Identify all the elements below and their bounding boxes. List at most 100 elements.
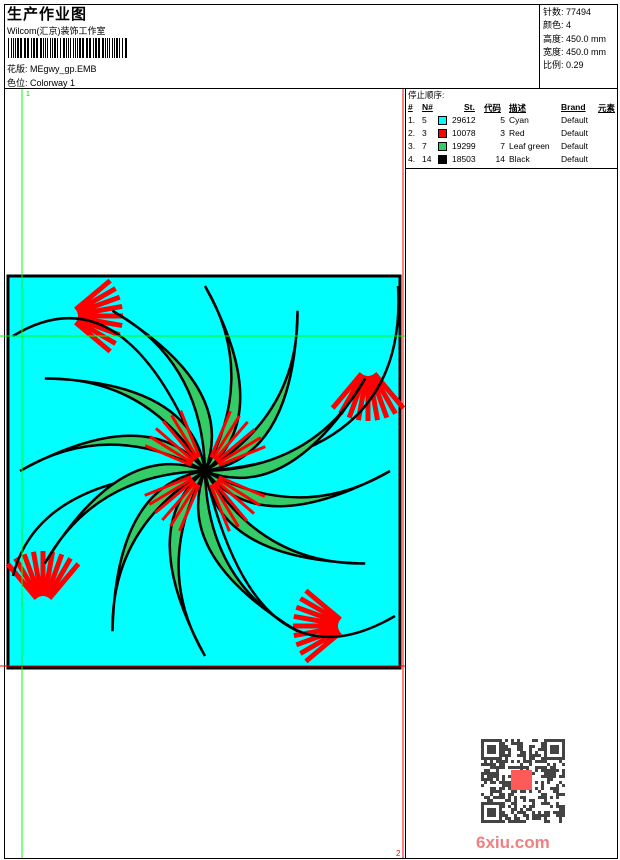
green-blade <box>111 309 214 472</box>
green-blade <box>204 469 391 508</box>
design-info: 针数: 77494 颜色: 4 高度: 450.0 mm 宽度: 450.0 m… <box>539 4 618 89</box>
color-row: 1. 5 29612 5 Cyan Default <box>408 115 618 128</box>
design-scale: 比例: 0.29 <box>543 60 584 71</box>
row-code: 5 <box>500 115 505 125</box>
col-brand: Brand <box>561 102 586 112</box>
row-brand: Default <box>561 141 588 151</box>
red-stripe <box>293 613 339 627</box>
red-stripe <box>45 557 73 599</box>
red-stripe <box>293 625 339 639</box>
color-count: 颜色: 4 <box>543 20 572 31</box>
col-code: 代码 <box>484 103 502 113</box>
row-stitches: 29612 <box>452 115 476 125</box>
design-label: 花版: <box>7 64 28 74</box>
inner-red-stripe <box>218 445 266 467</box>
row-stitches: 18503 <box>452 154 476 164</box>
inner-red-stripe <box>161 481 197 522</box>
row-index: 1. <box>408 115 416 125</box>
red-stripe <box>74 320 112 354</box>
design-value: MEgwy_gp.EMB <box>30 64 97 74</box>
inner-red-stripe <box>209 484 231 532</box>
col-index: # <box>408 102 413 112</box>
stop-sequence-panel: 停止顺序: # N# St. 代码 描述 Brand 元素 1. 5 29612… <box>405 89 618 169</box>
inner-red-stripe <box>148 477 193 506</box>
col-description: 描述 <box>509 103 527 113</box>
right-panel-blank <box>405 169 618 859</box>
red-stripe <box>372 372 406 410</box>
inner-red-stripe <box>154 427 195 463</box>
col-stitches: St. <box>464 102 475 112</box>
col-element: 元素 <box>598 103 616 113</box>
row-needle: 5 <box>422 115 427 125</box>
inner-red-stripe <box>217 436 262 465</box>
red-stripe <box>44 553 65 598</box>
green-blade <box>19 434 206 473</box>
inner-red-stripe <box>170 414 199 459</box>
inner-red-stripe <box>211 483 240 528</box>
inner-red-stripe <box>178 484 201 532</box>
red-stripe <box>299 628 341 656</box>
green-blade <box>168 470 207 657</box>
red-stripe <box>369 374 390 419</box>
red-stripe <box>338 373 366 415</box>
red-stripe <box>47 562 81 600</box>
qr-code <box>481 739 565 823</box>
row-description: Cyan <box>509 115 529 125</box>
green-blade <box>204 377 367 480</box>
inner-red-stripe <box>144 475 192 497</box>
red-stripe <box>370 373 398 415</box>
red-stripe <box>21 553 42 598</box>
design-height: 高度: 450.0 mm <box>543 33 607 44</box>
inner-red-stripe <box>144 444 192 467</box>
watermark-seal <box>511 770 532 790</box>
colorway-label: 色位: <box>7 78 28 88</box>
inner-red-stripe <box>218 475 266 498</box>
row-index: 2. <box>408 128 416 138</box>
green-blade <box>203 285 242 472</box>
row-code: 3 <box>500 128 505 138</box>
design-file: 花版: MEgwy_gp.EMB <box>7 62 97 75</box>
row-needle: 7 <box>422 141 427 151</box>
stitch-count: 针数: 77494 <box>543 7 592 17</box>
inner-red-stripe <box>154 479 195 514</box>
inner-red-stripe <box>213 420 249 461</box>
row-description: Red <box>509 128 525 138</box>
red-stripe <box>13 557 41 599</box>
red-stripe <box>304 588 342 622</box>
row-index: 4. <box>408 154 416 164</box>
row-description: Black <box>509 154 530 164</box>
color-row: 2. 3 10078 3 Red Default <box>408 128 618 141</box>
page-title: 生产作业图 <box>7 6 88 23</box>
color-swatch <box>438 129 447 138</box>
red-stripe <box>75 318 117 346</box>
row-brand: Default <box>561 115 588 125</box>
inner-red-stripe <box>215 428 256 463</box>
row-description: Leaf green <box>509 141 550 151</box>
row-needle: 14 <box>422 154 432 164</box>
header <box>4 4 618 89</box>
inner-red-stripe <box>215 479 256 515</box>
col-needle: N# <box>422 102 433 112</box>
row-needle: 3 <box>422 128 427 138</box>
red-stripe <box>75 286 117 314</box>
inner-red-stripe <box>179 410 201 458</box>
red-stripe <box>76 294 121 315</box>
design-center <box>200 466 210 476</box>
barcode <box>8 38 128 58</box>
row-stitches: 19299 <box>452 141 476 151</box>
inner-red-stripe <box>211 415 241 460</box>
company-name: Wilcom(汇京)装饰工作室 <box>7 26 106 36</box>
marker-red: 2 <box>396 849 401 858</box>
row-code: 14 <box>495 154 505 164</box>
green-blade <box>43 462 206 565</box>
red-stripe <box>30 551 44 597</box>
stop-sequence-title: 停止顺序: <box>408 90 445 100</box>
color-row: 3. 7 19299 7 Leaf green Default <box>408 141 618 154</box>
red-stripe <box>42 551 56 597</box>
row-brand: Default <box>561 128 588 138</box>
inner-red-stripe <box>162 420 197 461</box>
colorway: 色位: Colorway 1 <box>7 76 75 89</box>
red-stripe <box>330 372 364 410</box>
row-brand: Default <box>561 154 588 164</box>
